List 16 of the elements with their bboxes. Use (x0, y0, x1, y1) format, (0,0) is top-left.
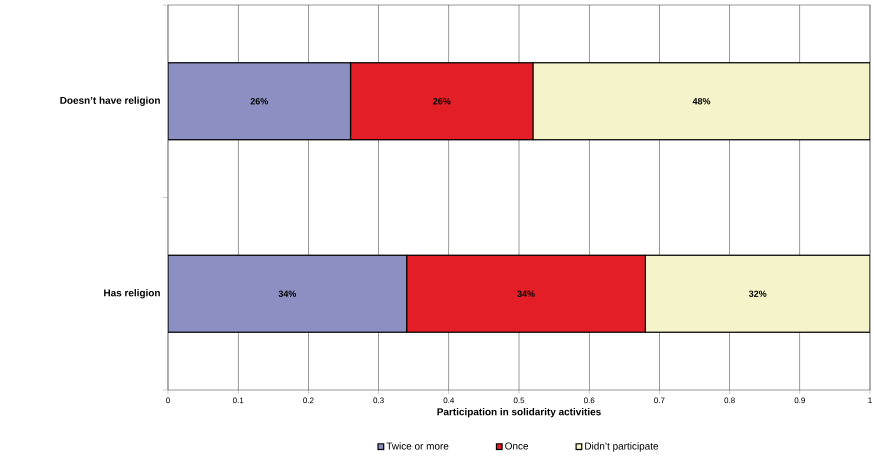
bar (644, 254, 870, 333)
data-label: 26% (250, 98, 268, 104)
bar (532, 62, 870, 140)
data-label: 26% (433, 98, 451, 104)
legend-label: Once (505, 442, 528, 450)
legend-label: Didn’t participate (585, 442, 658, 452)
bar (168, 62, 352, 140)
y-tick-label: Doesn’t have religion (60, 96, 160, 106)
bar (168, 254, 408, 333)
data-label: 32% (748, 290, 766, 297)
y-tick-label: Has religion (104, 289, 160, 298)
x-axis-title: Participation in solidarity activities (437, 408, 601, 418)
data-label: 48% (692, 98, 710, 104)
legend-label: Twice or more (386, 442, 448, 450)
data-label: 34% (517, 290, 535, 297)
data-label: 34% (278, 290, 296, 297)
